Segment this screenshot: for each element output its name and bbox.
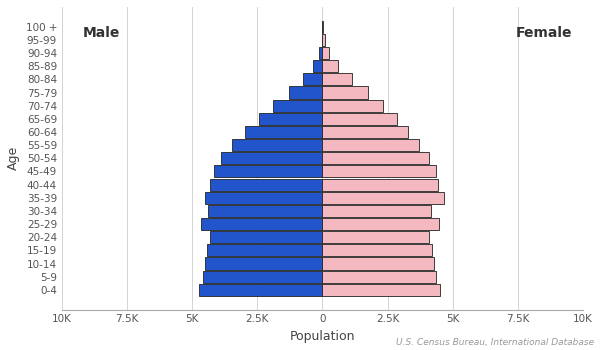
Bar [322, 139, 419, 151]
Bar [322, 47, 329, 59]
Bar [207, 244, 322, 257]
Y-axis label: Age: Age [7, 146, 20, 170]
Bar [313, 60, 322, 72]
Bar [322, 178, 438, 191]
Bar [322, 258, 434, 270]
Text: Female: Female [516, 26, 572, 40]
Bar [322, 166, 436, 177]
Bar [259, 113, 322, 125]
Bar [205, 258, 322, 270]
Bar [203, 271, 322, 283]
Bar [322, 192, 444, 204]
Bar [322, 205, 431, 217]
Bar [205, 192, 322, 204]
Bar [322, 152, 429, 164]
Bar [322, 284, 440, 296]
Bar [322, 73, 352, 85]
Text: U.S. Census Bureau, International Database: U.S. Census Bureau, International Databa… [396, 337, 594, 346]
X-axis label: Population: Population [290, 330, 355, 343]
Bar [199, 284, 322, 296]
Bar [245, 126, 322, 138]
Bar [208, 205, 322, 217]
Bar [274, 100, 322, 112]
Bar [214, 166, 322, 177]
Bar [322, 244, 432, 257]
Bar [322, 34, 325, 46]
Bar [211, 231, 322, 243]
Bar [232, 139, 322, 151]
Bar [322, 231, 430, 243]
Bar [322, 271, 436, 283]
Bar [210, 178, 322, 191]
Text: Male: Male [82, 26, 119, 40]
Bar [322, 113, 397, 125]
Bar [200, 218, 322, 230]
Bar [322, 100, 383, 112]
Bar [302, 73, 322, 85]
Bar [289, 86, 322, 99]
Bar [322, 60, 338, 72]
Bar [322, 218, 439, 230]
Bar [221, 152, 322, 164]
Bar [319, 47, 322, 59]
Bar [322, 86, 368, 99]
Bar [322, 126, 408, 138]
